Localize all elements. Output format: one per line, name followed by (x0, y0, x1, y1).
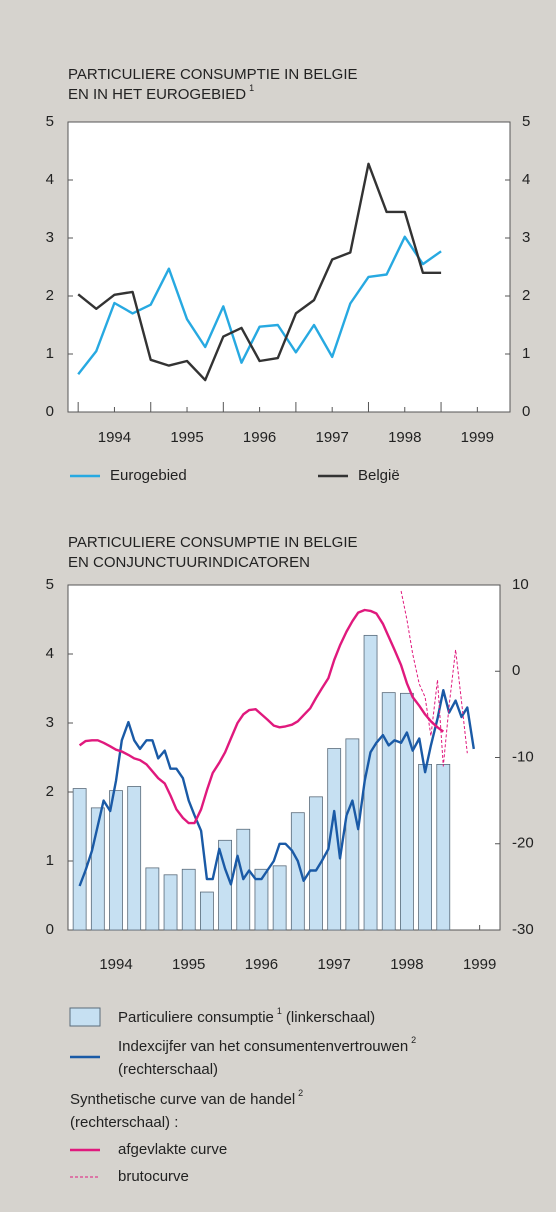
x-tick-label: 1997 (317, 956, 350, 973)
series-line (400, 590, 468, 767)
bar (381, 692, 396, 931)
series-line (78, 608, 445, 825)
y2-tick-label: 4 (522, 171, 530, 188)
chart-title: PARTICULIERE CONSUMPTIE IN BELGIE (68, 534, 358, 551)
legend-note: 2 (298, 1088, 303, 1098)
series-line (77, 162, 442, 382)
legend-note: 2 (411, 1035, 416, 1045)
bar (309, 796, 323, 931)
y2-tick-label: 3 (522, 229, 530, 246)
legend-note: 1 (277, 1006, 282, 1016)
y-tick-label: 3 (46, 714, 54, 731)
bar (327, 748, 342, 931)
chart-title: PARTICULIERE CONSUMPTIE IN BELGIE (68, 66, 358, 83)
bar (200, 891, 214, 931)
legend-label: Eurogebied (110, 467, 187, 484)
legend-label: België (358, 467, 400, 484)
legend-label: Particuliere consumptie 1 (linkerschaal) (118, 1006, 375, 1026)
x-tick-label: 1997 (315, 429, 348, 446)
legend-scale: (rechterschaal) (118, 1061, 218, 1078)
x-tick-label: 1998 (388, 429, 421, 446)
y-tick-label: 2 (46, 783, 54, 800)
y2-tick-label: -30 (512, 921, 534, 938)
bar (418, 764, 432, 931)
chart-title: EN IN HET EUROGEBIED 1 (68, 83, 254, 103)
x-tick-label: 1994 (98, 429, 131, 446)
x-tick-label: 1996 (245, 956, 278, 973)
y-tick-label: 2 (46, 287, 54, 304)
x-tick-label: 1999 (461, 429, 494, 446)
y2-tick-label: 1 (522, 345, 530, 362)
x-tick-label: 1999 (463, 956, 496, 973)
y-tick-label: 1 (46, 852, 54, 869)
y2-tick-label: -10 (512, 748, 534, 765)
y-tick-label: 0 (46, 921, 54, 938)
y-tick-label: 4 (46, 645, 54, 662)
legend-label: afgevlakte curve (118, 1141, 227, 1158)
bar (109, 790, 123, 931)
bar (400, 692, 414, 931)
legend-scale: (linkerschaal) (286, 1009, 375, 1026)
y-tick-label: 4 (46, 171, 54, 188)
bar (436, 764, 451, 931)
bar (272, 865, 287, 931)
bar (363, 634, 378, 931)
x-tick-label: 1998 (390, 956, 423, 973)
y2-tick-label: 2 (522, 287, 530, 304)
x-tick-label: 1996 (243, 429, 276, 446)
y-tick-label: 5 (46, 576, 54, 593)
y2-tick-label: -20 (512, 835, 534, 852)
legend-label: brutocurve (118, 1168, 189, 1185)
title-note: 1 (249, 83, 254, 93)
bar (254, 868, 269, 931)
bar (345, 738, 360, 931)
bar (127, 786, 142, 931)
y2-tick-label: 0 (512, 662, 520, 679)
bar (72, 788, 87, 931)
x-tick-label: 1994 (99, 956, 132, 973)
legend-key (69, 1007, 101, 1027)
legend-group-title: Synthetische curve van de handel 2 (70, 1088, 303, 1108)
y-tick-label: 3 (46, 229, 54, 246)
bar (290, 812, 305, 931)
y-tick-label: 1 (46, 345, 54, 362)
y2-tick-label: 5 (522, 113, 530, 130)
x-tick-label: 1995 (170, 429, 203, 446)
y-tick-label: 0 (46, 403, 54, 420)
y-tick-label: 5 (46, 113, 54, 130)
bar (163, 874, 178, 931)
chart-title: EN CONJUNCTUURINDICATOREN (68, 554, 310, 571)
plot-area (67, 121, 511, 413)
bar (181, 868, 196, 931)
y2-tick-label: 10 (512, 576, 529, 593)
legend-label: Indexcijfer van het consumentenvertrouwe… (118, 1035, 416, 1055)
legend-scale: (rechterschaal) : (70, 1114, 178, 1131)
bar (145, 867, 160, 931)
y2-tick-label: 0 (522, 403, 530, 420)
series-line (78, 689, 475, 887)
x-tick-label: 1995 (172, 956, 205, 973)
